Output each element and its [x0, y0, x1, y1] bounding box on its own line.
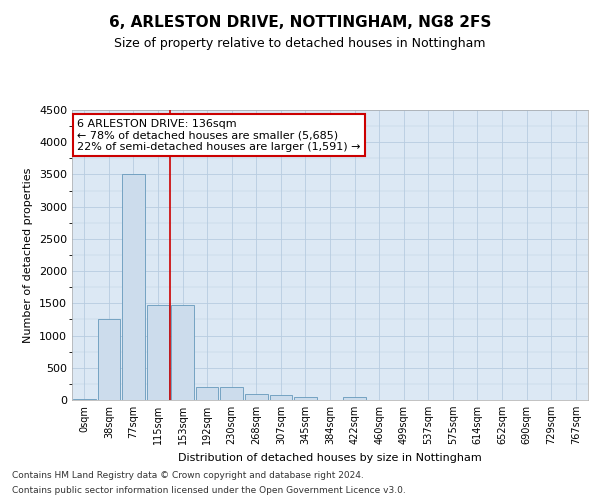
Bar — [220, 387, 243, 400]
Bar — [122, 174, 145, 400]
Text: 6, ARLESTON DRIVE, NOTTINGHAM, NG8 2FS: 6, ARLESTON DRIVE, NOTTINGHAM, NG8 2FS — [109, 15, 491, 30]
Text: Contains public sector information licensed under the Open Government Licence v3: Contains public sector information licen… — [12, 486, 406, 495]
Text: 6 ARLESTON DRIVE: 136sqm
← 78% of detached houses are smaller (5,685)
22% of sem: 6 ARLESTON DRIVE: 136sqm ← 78% of detach… — [77, 118, 361, 152]
Bar — [196, 387, 218, 400]
Bar — [146, 306, 169, 400]
Text: Contains HM Land Registry data © Crown copyright and database right 2024.: Contains HM Land Registry data © Crown c… — [12, 471, 364, 480]
Text: Size of property relative to detached houses in Nottingham: Size of property relative to detached ho… — [114, 38, 486, 51]
X-axis label: Distribution of detached houses by size in Nottingham: Distribution of detached houses by size … — [178, 452, 482, 462]
Bar — [171, 304, 194, 400]
Bar — [269, 396, 292, 400]
Bar — [294, 397, 317, 400]
Bar — [98, 320, 120, 400]
Bar — [245, 394, 268, 400]
Bar — [343, 397, 366, 400]
Y-axis label: Number of detached properties: Number of detached properties — [23, 168, 34, 342]
